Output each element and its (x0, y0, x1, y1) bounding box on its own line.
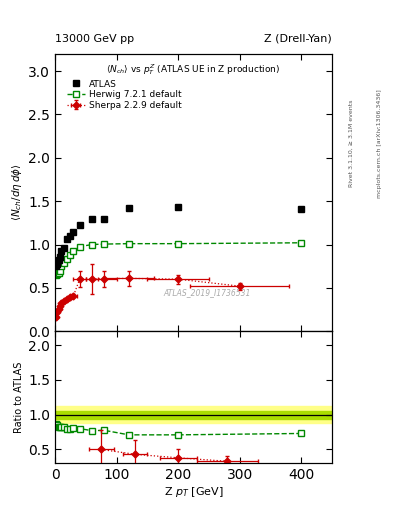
ATLAS (58, 254, 62, 260)
ATLAS (102, 216, 107, 222)
ATLAS (62, 245, 67, 251)
ATLAS (77, 222, 82, 228)
ATLAS (56, 257, 61, 263)
Herwig 7.2.1 default (62, 260, 67, 266)
Y-axis label: $\langle N_{ch}/d\eta\, d\phi\rangle$: $\langle N_{ch}/d\eta\, d\phi\rangle$ (10, 164, 24, 221)
ATLAS (127, 205, 131, 211)
Herwig 7.2.1 default (58, 267, 62, 273)
Herwig 7.2.1 default (90, 242, 94, 248)
ATLAS (71, 228, 76, 234)
Text: $\langle N_{ch}\rangle$ vs $p^{Z}_{T}$ (ATLAS UE in Z production): $\langle N_{ch}\rangle$ vs $p^{Z}_{T}$ (… (107, 62, 281, 77)
Herwig 7.2.1 default (65, 256, 70, 262)
Text: mcplots.cern.ch [arXiv:1306.3436]: mcplots.cern.ch [arXiv:1306.3436] (377, 89, 382, 198)
Text: 13000 GeV pp: 13000 GeV pp (55, 33, 134, 44)
Text: ATLAS_2019_I1736531: ATLAS_2019_I1736531 (164, 288, 251, 297)
Herwig 7.2.1 default (127, 241, 131, 247)
Herwig 7.2.1 default (54, 272, 59, 278)
ATLAS (54, 263, 59, 269)
ATLAS (55, 261, 60, 267)
Herwig 7.2.1 default (77, 244, 82, 250)
Y-axis label: Ratio to ATLAS: Ratio to ATLAS (14, 361, 24, 433)
ATLAS (90, 216, 94, 222)
Herwig 7.2.1 default (56, 270, 61, 276)
Herwig 7.2.1 default (299, 240, 304, 246)
Herwig 7.2.1 default (71, 247, 76, 253)
Line: Herwig 7.2.1 default: Herwig 7.2.1 default (53, 240, 305, 278)
Text: Z (Drell-Yan): Z (Drell-Yan) (264, 33, 332, 44)
Herwig 7.2.1 default (176, 241, 180, 247)
Herwig 7.2.1 default (59, 263, 64, 269)
X-axis label: Z $p_T$ [GeV]: Z $p_T$ [GeV] (164, 485, 223, 499)
ATLAS (59, 248, 64, 254)
Herwig 7.2.1 default (102, 241, 107, 247)
ATLAS (65, 236, 70, 242)
ATLAS (68, 233, 73, 239)
ATLAS (176, 204, 180, 210)
ATLAS (299, 206, 304, 212)
Line: ATLAS: ATLAS (53, 204, 305, 269)
Herwig 7.2.1 default (55, 271, 60, 277)
Text: Rivet 3.1.10, ≥ 3.1M events: Rivet 3.1.10, ≥ 3.1M events (349, 100, 354, 187)
Herwig 7.2.1 default (68, 252, 73, 258)
Legend: ATLAS, Herwig 7.2.1 default, Sherpa 2.2.9 default: ATLAS, Herwig 7.2.1 default, Sherpa 2.2.… (65, 78, 183, 112)
